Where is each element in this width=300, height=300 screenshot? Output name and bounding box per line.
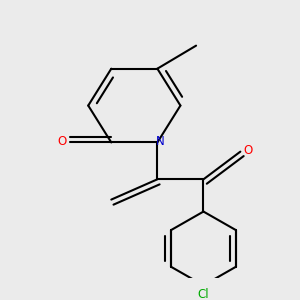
Text: N: N [156, 135, 165, 148]
Text: O: O [244, 144, 253, 157]
Text: Cl: Cl [198, 288, 209, 300]
Text: O: O [57, 135, 67, 148]
